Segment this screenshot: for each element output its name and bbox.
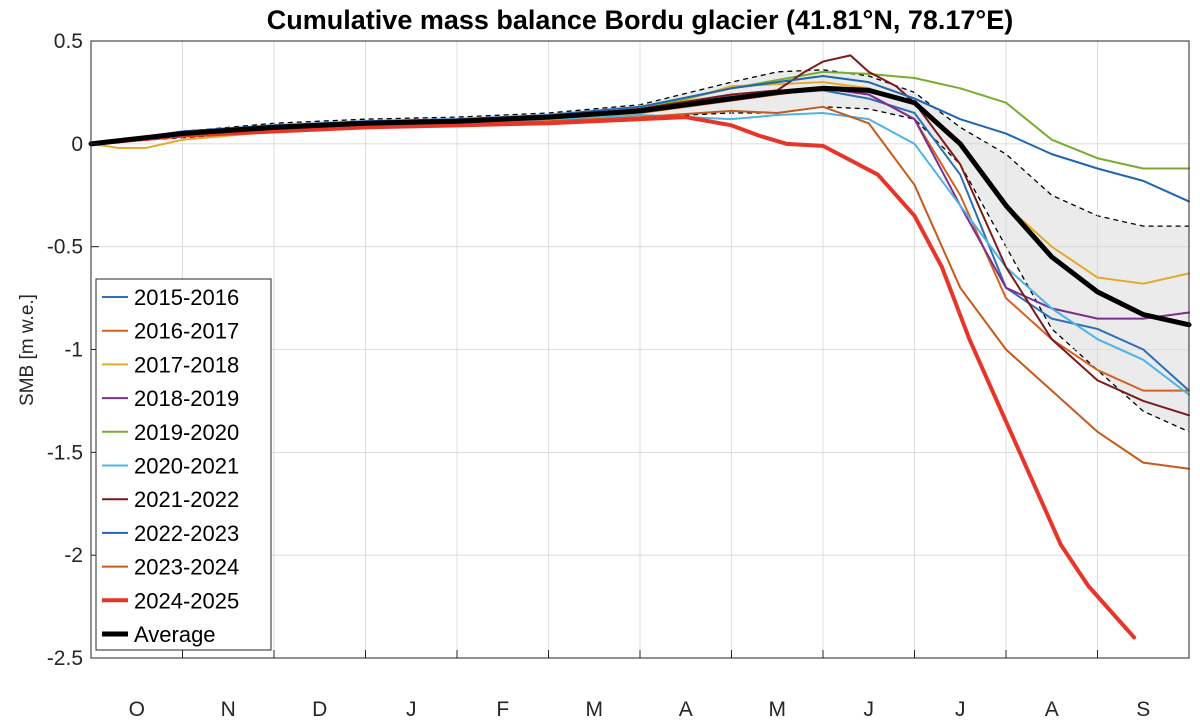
x-month-label: S bbox=[1136, 698, 1150, 721]
series-line-2017-2018 bbox=[90, 81, 1190, 285]
y-tick-label: -2 bbox=[64, 544, 83, 567]
legend-label: 2019-2020 bbox=[134, 420, 239, 445]
tick-layer: 0.5 0 -0.5 -1 -1.5 -2 -2.5 O N D J F M A M J J A S bbox=[47, 30, 1150, 721]
series-line-average bbox=[88, 85, 1192, 328]
legend-label: 2020-2021 bbox=[134, 454, 239, 479]
x-month-label: A bbox=[679, 698, 693, 721]
legend-label: 2015-2016 bbox=[134, 285, 239, 310]
y-tick-label: -1 bbox=[64, 339, 83, 362]
legend-label: 2016-2017 bbox=[134, 319, 239, 344]
legend-label: 2018-2019 bbox=[134, 386, 239, 411]
legend-label: Average bbox=[134, 622, 216, 647]
y-tick-label: -0.5 bbox=[47, 236, 83, 259]
x-month-label: M bbox=[586, 698, 604, 721]
legend-label: 2022-2023 bbox=[134, 521, 239, 546]
x-month-label: J bbox=[864, 698, 875, 721]
legend-label: 2021-2022 bbox=[134, 487, 239, 512]
band-upper-dashed bbox=[90, 69, 1189, 227]
y-axis-label: SMB [m w.e.] bbox=[17, 294, 38, 406]
band-layer bbox=[90, 69, 1190, 433]
x-month-label: M bbox=[769, 698, 787, 721]
legend-label: 2017-2018 bbox=[134, 352, 239, 377]
series-layer bbox=[88, 54, 1192, 640]
x-month-label: A bbox=[1045, 698, 1059, 721]
series-line-2024-2025 bbox=[89, 115, 1137, 640]
x-month-label: O bbox=[129, 698, 145, 721]
x-month-label: J bbox=[406, 698, 417, 721]
chart-title: Cumulative mass balance Bordu glacier (4… bbox=[267, 5, 1013, 35]
x-month-label: D bbox=[312, 698, 327, 721]
x-month-label: F bbox=[496, 698, 509, 721]
x-month-label: J bbox=[955, 698, 966, 721]
y-tick-label: 0 bbox=[71, 133, 83, 156]
legend-label: 2023-2024 bbox=[134, 555, 239, 580]
legend-label: 2024-2025 bbox=[134, 588, 239, 613]
y-tick-label: -1.5 bbox=[47, 441, 83, 464]
x-month-label: N bbox=[221, 698, 236, 721]
y-tick-label: 0.5 bbox=[54, 30, 83, 53]
y-tick-label: -2.5 bbox=[47, 647, 83, 670]
legend: 2015-2016 2016-2017 2017-2018 2018-2019 2019… bbox=[95, 278, 272, 651]
